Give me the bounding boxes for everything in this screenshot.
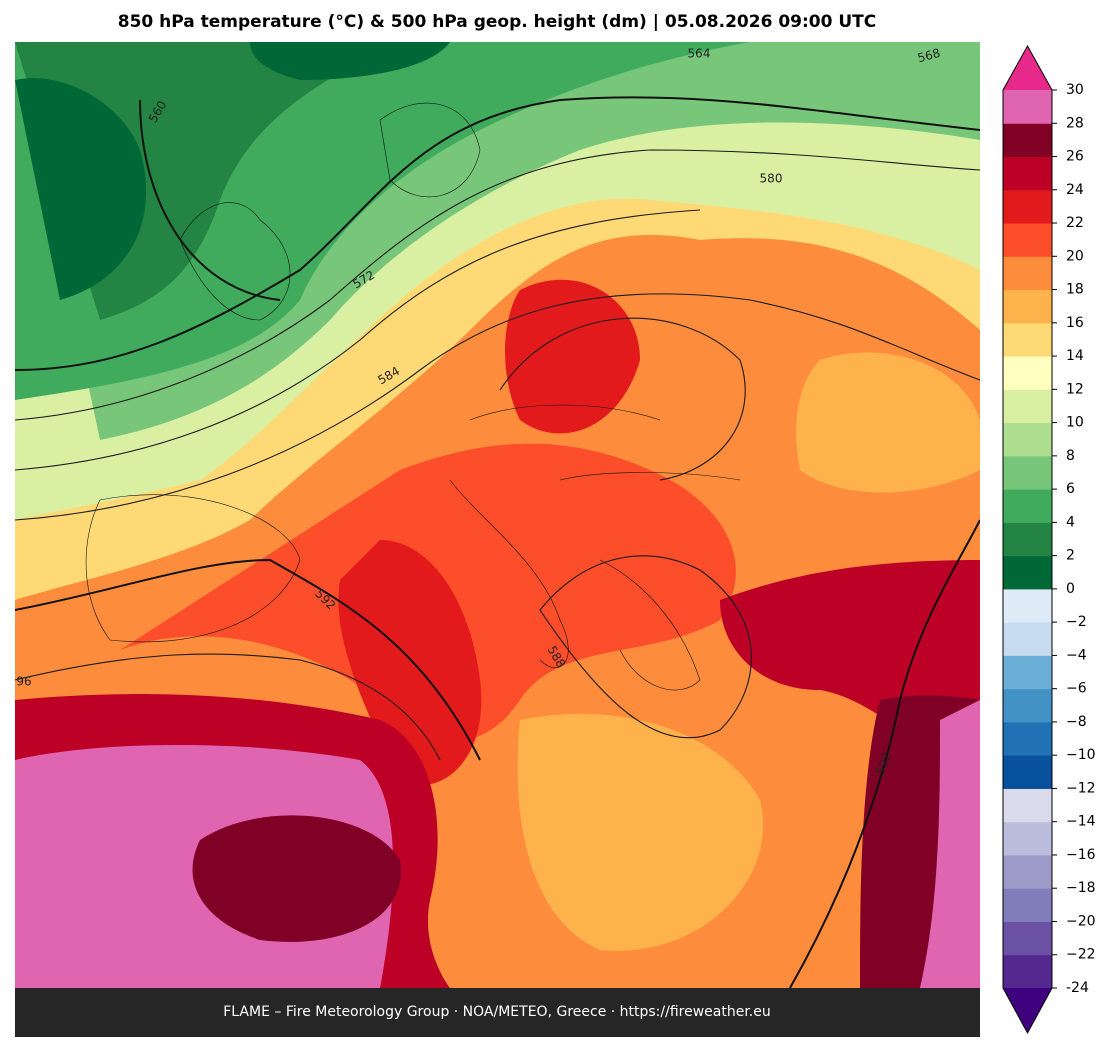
colorbar-tick-label: −4 [1066,647,1087,663]
colorbar-tick-label: −12 [1066,780,1096,796]
colorbar-tick-label: 22 [1066,215,1084,231]
colorbar-bin [1003,156,1052,191]
colorbar-bin [1003,821,1052,856]
title: 850 hPa temperature (°C) & 500 hPa geop.… [118,12,877,32]
colorbar-tick-label: 10 [1066,415,1084,431]
map [15,42,980,988]
colorbar-tick-label: 24 [1066,182,1084,198]
footer-bar [15,988,980,1037]
colorbar-bin [1003,123,1052,158]
colorbar-tick-label: −10 [1066,747,1096,763]
colorbar-tick-label: −20 [1066,913,1096,929]
colorbar-tick-label: 26 [1066,149,1084,165]
colorbar-tick-label: −22 [1066,947,1096,963]
contour-label: 568 [916,46,942,65]
colorbar-tick-label: −2 [1066,614,1087,630]
colorbar-bin [1003,223,1052,257]
colorbar-tick-label: −6 [1066,681,1087,697]
colorbar-tick-label: 16 [1066,315,1084,331]
colorbar-over [1003,46,1052,90]
colorbar-bin [1003,322,1052,357]
colorbar-bin [1003,655,1052,690]
colorbar-bin [1003,588,1052,623]
colorbar-tick-label: −14 [1066,814,1096,830]
colorbar-bin [1003,954,1052,989]
colorbar-tick-label: 6 [1066,481,1075,497]
colorbar-under [1003,988,1052,1033]
colorbar-bin [1003,555,1052,590]
footer-text: FLAME – Fire Meteorology Group · NOA/MET… [223,1004,771,1020]
colorbar-bin [1003,189,1052,224]
colorbar-bin [1003,888,1052,922]
colorbar-tick-label: 18 [1066,282,1084,298]
colorbar-bin [1003,90,1052,124]
colorbar-tick-label: −8 [1066,714,1087,730]
colorbar-bin [1003,356,1052,390]
colorbar-tick-label: 4 [1066,514,1075,530]
colorbar-tick-label: 0 [1066,581,1075,597]
colorbar-bin [1003,622,1052,656]
colorbar-bin [1003,788,1052,823]
contour-label: 580 [760,172,783,186]
colorbar-bin [1003,422,1052,457]
contour-label: 564 [688,47,711,61]
colorbar-bin [1003,256,1052,291]
colorbar-tick-label: −18 [1066,880,1096,896]
colorbar-bin [1003,921,1052,956]
colorbar-tick-label: -24 [1066,980,1089,996]
colorbar-bin [1003,455,1052,490]
colorbar-bin [1003,522,1052,557]
colorbar-tick-label: 20 [1066,248,1084,264]
colorbar-tick-label: 8 [1066,448,1075,464]
colorbar-tick-label: 12 [1066,381,1084,397]
colorbar-bin [1003,755,1052,789]
colorbar-tick-label: 2 [1066,548,1075,564]
colorbar-bin [1003,688,1052,723]
colorbar-bin [1003,289,1052,324]
colorbar-tick-label: −16 [1066,847,1096,863]
colorbar-tick-label: 28 [1066,115,1084,131]
colorbar-bin [1003,721,1052,756]
colorbar-bin [1003,489,1052,523]
colorbar-tick-label: 30 [1066,82,1084,98]
colorbar-bin [1003,389,1052,424]
contour-label: 96 [16,675,31,689]
colorbar-tick-label: 14 [1066,348,1084,364]
colorbar-bin [1003,854,1052,889]
